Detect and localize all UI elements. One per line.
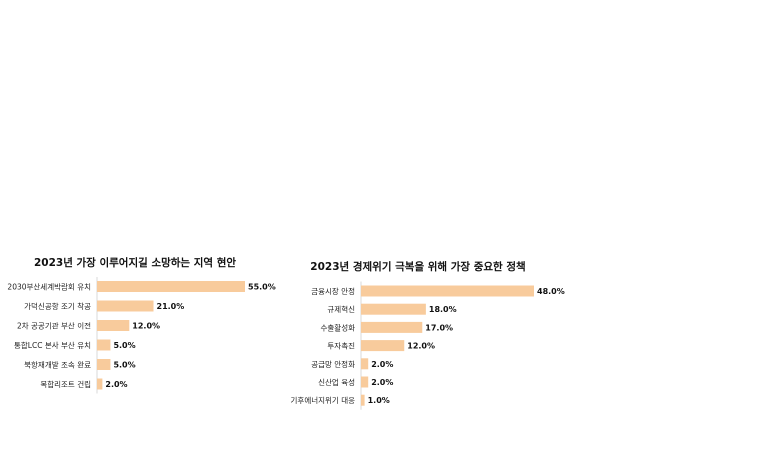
data-label: 5.0% [113, 361, 135, 370]
category-tick-label: 기후에너지위기 대응 [291, 395, 356, 405]
category-tick-label: 수출활성화 [321, 322, 356, 332]
data-label: 2.0% [371, 378, 393, 387]
data-label: 21.0% [157, 302, 185, 311]
data-label: 12.0% [407, 342, 435, 351]
chart-economic-policy: 2023년 경제위기 극복을 위해 가장 중요한 정책 금융시장 안정 48.0%… [291, 260, 565, 410]
category-tick-label: 가덕신공항 조기 착공 [24, 301, 91, 311]
bar [97, 300, 154, 312]
category-tick-label: 투자촉진 [327, 341, 355, 351]
category-tick-label: 2차 공공기관 부산 이전 [17, 321, 91, 331]
category-tick-label: 금융시장 안정 [311, 286, 355, 296]
bar [97, 378, 103, 390]
bar [361, 285, 534, 297]
chart-title: 2023년 가장 이루어지길 소망하는 지역 현안 [34, 256, 236, 269]
category-tick-label: 북항재개발 조속 완료 [24, 360, 91, 370]
bar [97, 281, 245, 292]
data-label: 2.0% [105, 380, 127, 389]
category-tick-label: 공급망 안정화 [311, 359, 355, 369]
bar [361, 321, 423, 333]
bar-series: 금융시장 안정 48.0% 규제혁신 18.0% 수출활성화 17.0% 투자촉진 12.0%… [291, 281, 565, 410]
bar [361, 303, 426, 315]
chart-regional-issues: 2023년 가장 이루어지길 소망하는 지역 현안 2030부산세계박람회 유치… [7, 256, 276, 394]
bar [361, 358, 369, 370]
category-tick-label: 신산업 육성 [318, 377, 355, 387]
data-label: 55.0% [248, 283, 276, 292]
chart-title: 2023년 경제위기 극복을 위해 가장 중요한 정책 [310, 260, 525, 273]
bar [361, 376, 369, 388]
data-label: 18.0% [429, 305, 457, 314]
data-label: 17.0% [425, 323, 453, 332]
bar [97, 320, 130, 331]
data-label: 48.0% [537, 287, 565, 296]
category-tick-label: 규제혁신 [327, 305, 355, 314]
bar [97, 359, 111, 370]
bar [361, 394, 365, 406]
bar-series: 2030부산세계박람회 유치 55.0% 가덕신공항 조기 착공 21.0% 2차 공공… [7, 277, 276, 394]
bar [97, 339, 111, 351]
bar [361, 340, 405, 352]
data-label: 1.0% [368, 396, 390, 405]
data-label: 12.0% [132, 322, 160, 331]
category-tick-label: 2030부산세계박람회 유치 [7, 282, 91, 292]
category-tick-label: 복합리조트 건립 [40, 379, 91, 389]
data-label: 2.0% [371, 360, 393, 369]
data-label: 5.0% [113, 341, 135, 350]
category-tick-label: 통합LCC 본사 부산 유치 [14, 340, 91, 350]
